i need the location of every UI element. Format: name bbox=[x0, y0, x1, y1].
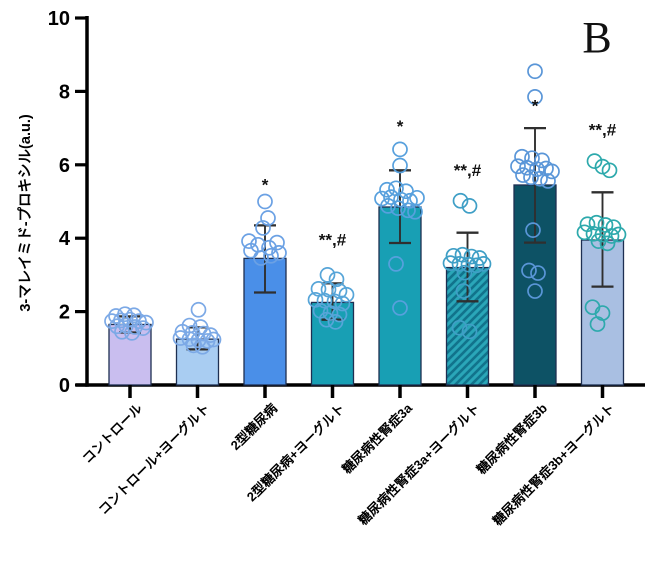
data-point bbox=[185, 337, 202, 354]
data-point bbox=[109, 318, 125, 335]
data-point bbox=[253, 250, 269, 266]
data-point bbox=[451, 256, 468, 272]
x-tick-label: 糖尿病性腎症3b bbox=[474, 400, 551, 477]
x-tick-label: 糖尿病性腎症3a bbox=[339, 400, 416, 477]
data-point bbox=[451, 319, 468, 336]
data-point bbox=[108, 308, 124, 324]
data-point bbox=[316, 292, 333, 309]
x-tick-label: 2型糖尿病 bbox=[228, 401, 280, 453]
data-point bbox=[527, 63, 543, 80]
data-point bbox=[527, 283, 543, 299]
x-tick-label: 糖尿病性腎症3b+ヨーグルト bbox=[490, 401, 618, 529]
data-point bbox=[452, 192, 469, 209]
data-point bbox=[544, 163, 560, 180]
significance-label: * bbox=[532, 97, 539, 116]
data-point bbox=[338, 286, 355, 303]
data-point bbox=[527, 89, 543, 105]
data-point bbox=[461, 323, 478, 340]
data-point bbox=[241, 233, 257, 249]
panel-label: B bbox=[582, 13, 612, 62]
data-point bbox=[442, 255, 459, 272]
data-point bbox=[589, 316, 606, 332]
data-point bbox=[390, 200, 406, 216]
data-point bbox=[328, 271, 345, 288]
data-point bbox=[540, 173, 556, 189]
data-point bbox=[257, 193, 273, 210]
data-point bbox=[263, 247, 279, 264]
data-point bbox=[392, 157, 408, 174]
data-point bbox=[407, 203, 423, 220]
data-point bbox=[515, 167, 531, 183]
data-point bbox=[205, 331, 222, 348]
data-point bbox=[255, 220, 271, 236]
data-point bbox=[319, 267, 336, 283]
data-point bbox=[456, 264, 473, 281]
data-point bbox=[392, 141, 408, 158]
significance-label: **,# bbox=[319, 231, 347, 250]
significance-label: **,# bbox=[454, 161, 482, 180]
data-point bbox=[172, 330, 189, 346]
data-point bbox=[610, 226, 627, 243]
data-point bbox=[400, 202, 416, 219]
data-point bbox=[590, 233, 607, 249]
data-point bbox=[379, 181, 395, 198]
data-point bbox=[260, 210, 276, 226]
x-tick-label: コントロール+ヨーグルト bbox=[96, 401, 213, 518]
data-point bbox=[393, 191, 409, 208]
data-point bbox=[519, 159, 535, 176]
significance-label: **,# bbox=[589, 120, 617, 139]
data-point bbox=[104, 313, 120, 329]
data-point bbox=[114, 323, 130, 340]
y-tick-label: 8 bbox=[59, 81, 70, 103]
data-point bbox=[534, 152, 550, 169]
data-point bbox=[514, 148, 530, 165]
data-point bbox=[261, 239, 277, 256]
data-point bbox=[388, 256, 404, 272]
y-tick-label: 6 bbox=[59, 155, 70, 177]
data-point bbox=[190, 301, 207, 318]
y-tick-label: 4 bbox=[59, 228, 71, 250]
data-point bbox=[318, 311, 335, 328]
data-point bbox=[383, 189, 399, 205]
data-point bbox=[327, 314, 344, 330]
y-axis-label: 3-マレイミド-プロキシル(a.u.) bbox=[17, 114, 34, 312]
data-point bbox=[586, 153, 603, 169]
data-point bbox=[475, 256, 492, 272]
data-point bbox=[532, 170, 548, 187]
data-point bbox=[331, 306, 348, 323]
y-tick-label: 10 bbox=[48, 8, 70, 30]
data-point bbox=[576, 224, 593, 241]
data-point bbox=[463, 248, 480, 265]
data-point bbox=[521, 262, 537, 279]
data-point bbox=[525, 222, 541, 238]
data-point bbox=[461, 198, 478, 214]
data-point bbox=[334, 295, 351, 312]
data-point bbox=[460, 256, 477, 273]
y-tick-label: 0 bbox=[59, 375, 70, 397]
data-point bbox=[194, 338, 211, 355]
data-point bbox=[392, 300, 408, 316]
data-point bbox=[601, 162, 618, 179]
significance-label: * bbox=[397, 117, 404, 136]
data-point bbox=[124, 325, 140, 341]
significance-label: * bbox=[262, 175, 269, 194]
data-point bbox=[468, 257, 485, 274]
data-point bbox=[599, 235, 616, 252]
data-point bbox=[243, 242, 259, 259]
data-point bbox=[529, 161, 545, 178]
data-point bbox=[445, 247, 462, 264]
data-point bbox=[271, 245, 287, 261]
data-point bbox=[380, 198, 396, 214]
data-point bbox=[269, 234, 285, 251]
x-tick-label: 糖尿病性腎症3a+ヨーグルト bbox=[355, 401, 482, 528]
data-point bbox=[530, 265, 546, 281]
y-tick-label: 2 bbox=[59, 302, 70, 324]
data-point bbox=[603, 228, 620, 244]
data-point bbox=[455, 283, 472, 299]
data-point bbox=[510, 158, 526, 175]
x-tick-label: コントロール bbox=[79, 401, 145, 467]
data-point bbox=[523, 169, 539, 186]
